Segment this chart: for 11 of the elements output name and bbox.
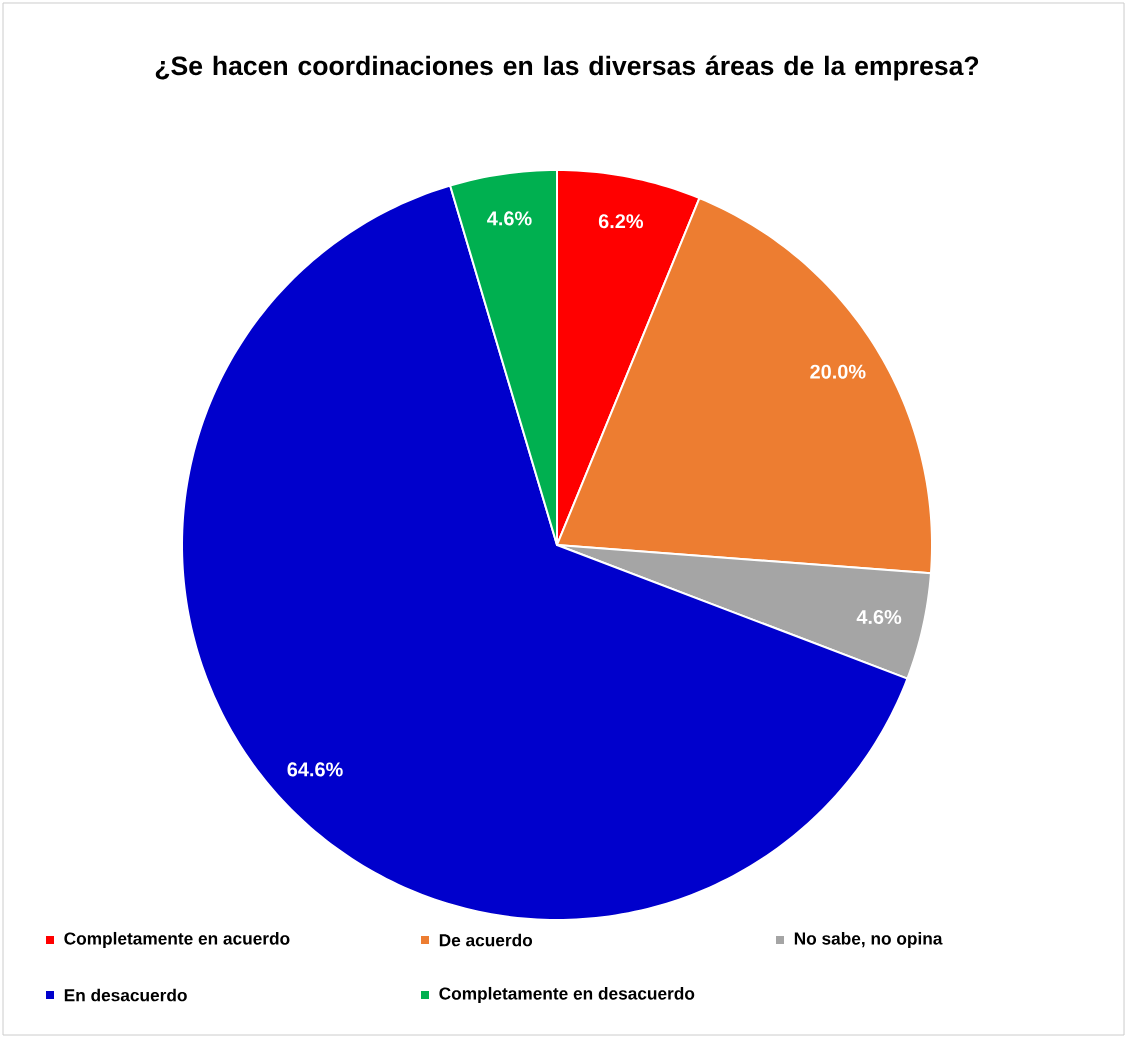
legend-label: En desacuerdo — [64, 988, 187, 1002]
data-label: 4.6% — [487, 211, 532, 226]
legend-label: Completamente en desacuerdo — [439, 986, 695, 1004]
chart-title: ¿Se hacen coordinaciones en las diversas áreas de la empresa? — [155, 55, 979, 81]
data-label: 20.0% — [810, 364, 866, 379]
legend-label: De acuerdo — [439, 933, 533, 947]
data-label: 4.6% — [856, 609, 902, 625]
legend-label: Completamente en acuerdo — [64, 931, 290, 949]
legend-label: No sabe, no opina — [794, 931, 943, 949]
data-label: 64.6% — [287, 762, 343, 777]
data-label: 6.2% — [598, 214, 644, 229]
